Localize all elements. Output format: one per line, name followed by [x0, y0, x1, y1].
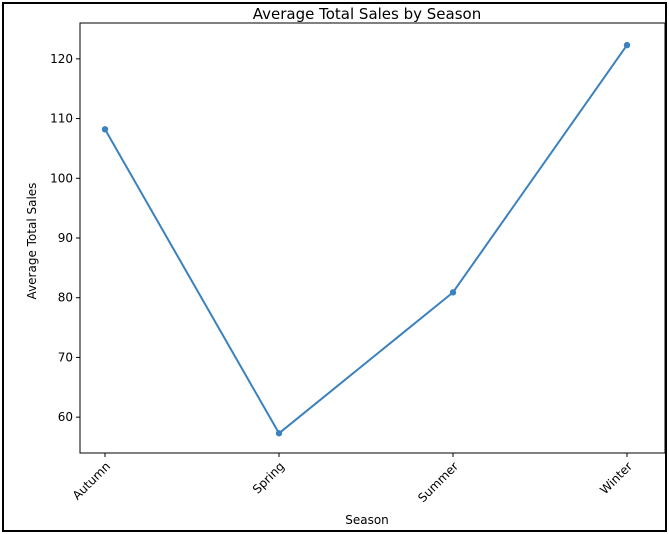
y-tick-label: 70 — [58, 350, 73, 364]
y-tick-label: 110 — [50, 112, 73, 126]
x-tick-label: Winter — [597, 459, 635, 497]
x-axis: Autumn Spring Summer Winter — [70, 453, 635, 505]
x-tick-label: Spring — [250, 459, 287, 496]
x-tick-label: Summer — [415, 459, 461, 505]
x-tick-label: Autumn — [70, 459, 113, 502]
data-point — [275, 430, 283, 437]
data-point — [449, 289, 457, 296]
x-axis-label: Season — [345, 513, 389, 527]
y-axis: 60 70 80 90 100 110 120 — [50, 52, 80, 424]
y-tick-label: 90 — [58, 231, 73, 245]
series-layer — [101, 41, 631, 437]
y-tick-label: 80 — [58, 291, 73, 305]
y-tick-label: 60 — [58, 410, 73, 424]
y-axis-label: Average Total Sales — [25, 183, 39, 300]
chart-title: Average Total Sales by Season — [253, 5, 481, 23]
data-point — [623, 41, 631, 49]
data-point — [101, 126, 109, 133]
series-line — [104, 44, 628, 435]
y-tick-label: 120 — [50, 52, 73, 66]
y-tick-label: 100 — [50, 171, 73, 185]
line-chart: Average Total Sales by Season 60 70 80 90 10… — [25, 5, 665, 527]
